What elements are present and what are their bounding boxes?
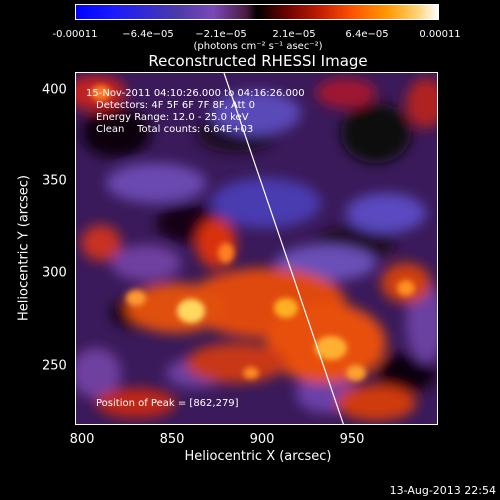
colorbar-tick-label: −6.4e−05 (122, 29, 174, 40)
energy-range-label: Energy Range: 12.0 - 25.0 keV (96, 112, 249, 123)
y-tick-label: 400 (42, 82, 67, 98)
x-tick-label: 900 (249, 432, 275, 447)
colorbar-tick-label: 0.00011 (419, 29, 461, 40)
x-tick-label: 950 (339, 432, 365, 447)
detectors-label: Detectors: 4F 5F 6F 7F 8F, Att 0 (96, 100, 256, 111)
x-axis-label: Heliocentric X (arcsec) (184, 449, 332, 464)
x-tick-label: 800 (69, 432, 95, 447)
y-axis-label: Heliocentric Y (arcsec) (16, 175, 32, 321)
timestamp-footer: 13-Aug-2013 22:54 (389, 484, 496, 497)
image-title: Reconstructed RHESSI Image (148, 52, 368, 70)
colorbar-tick-label: 2.1e−05 (272, 29, 316, 40)
x-tick-label: 850 (159, 432, 185, 447)
rhessi-image-panel: 15-Nov-2011 04:10:26.000 to 04:16:26.000… (75, 72, 438, 425)
colorbar-tick-label: −2.1e−05 (195, 29, 247, 40)
colorbar-unit-label: (photons cm⁻² s⁻¹ asec⁻²) (193, 41, 323, 52)
y-tick-label: 250 (42, 358, 67, 374)
algorithm-label: Clean Total counts: 6.64E+03 (96, 124, 254, 135)
solar-limb-line (223, 73, 344, 424)
emission-map (76, 73, 437, 424)
colorbar-tick-label: -0.00011 (52, 29, 98, 40)
y-tick-label: 350 (42, 173, 67, 189)
time-range-label: 15-Nov-2011 04:10:26.000 to 04:16:26.000 (86, 88, 305, 99)
peak-position-label: Position of Peak = [862,279] (96, 398, 239, 409)
colorbar-tick-label: 6.4e−05 (345, 29, 389, 40)
y-tick-label: 300 (42, 265, 67, 281)
colorbar (75, 4, 439, 20)
